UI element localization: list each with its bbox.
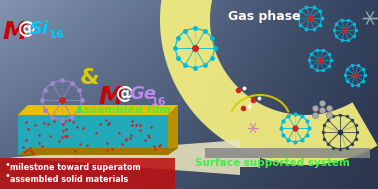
Text: assembled solid materials: assembled solid materials: [10, 174, 128, 184]
Text: milestone toward superatom: milestone toward superatom: [10, 163, 141, 173]
Polygon shape: [10, 140, 260, 175]
Text: Gas phase: Gas phase: [228, 10, 301, 23]
Text: @: @: [18, 20, 36, 38]
Text: M: M: [2, 20, 27, 44]
Text: 16: 16: [49, 30, 65, 40]
Text: &: &: [80, 68, 99, 88]
Text: Assembled film: Assembled film: [75, 105, 171, 115]
Text: •: •: [4, 171, 10, 181]
Polygon shape: [205, 148, 370, 158]
FancyBboxPatch shape: [0, 158, 175, 189]
Polygon shape: [18, 148, 178, 155]
Polygon shape: [18, 105, 28, 155]
Text: Ge: Ge: [129, 85, 156, 103]
Polygon shape: [18, 105, 178, 115]
Polygon shape: [160, 0, 378, 165]
Text: 16: 16: [151, 97, 167, 107]
Polygon shape: [18, 115, 168, 155]
Text: M: M: [98, 85, 123, 109]
Text: Surface supported system: Surface supported system: [195, 158, 350, 168]
Text: •: •: [4, 160, 10, 170]
Text: Si: Si: [30, 20, 49, 38]
Polygon shape: [168, 105, 178, 155]
Text: @: @: [116, 85, 134, 103]
